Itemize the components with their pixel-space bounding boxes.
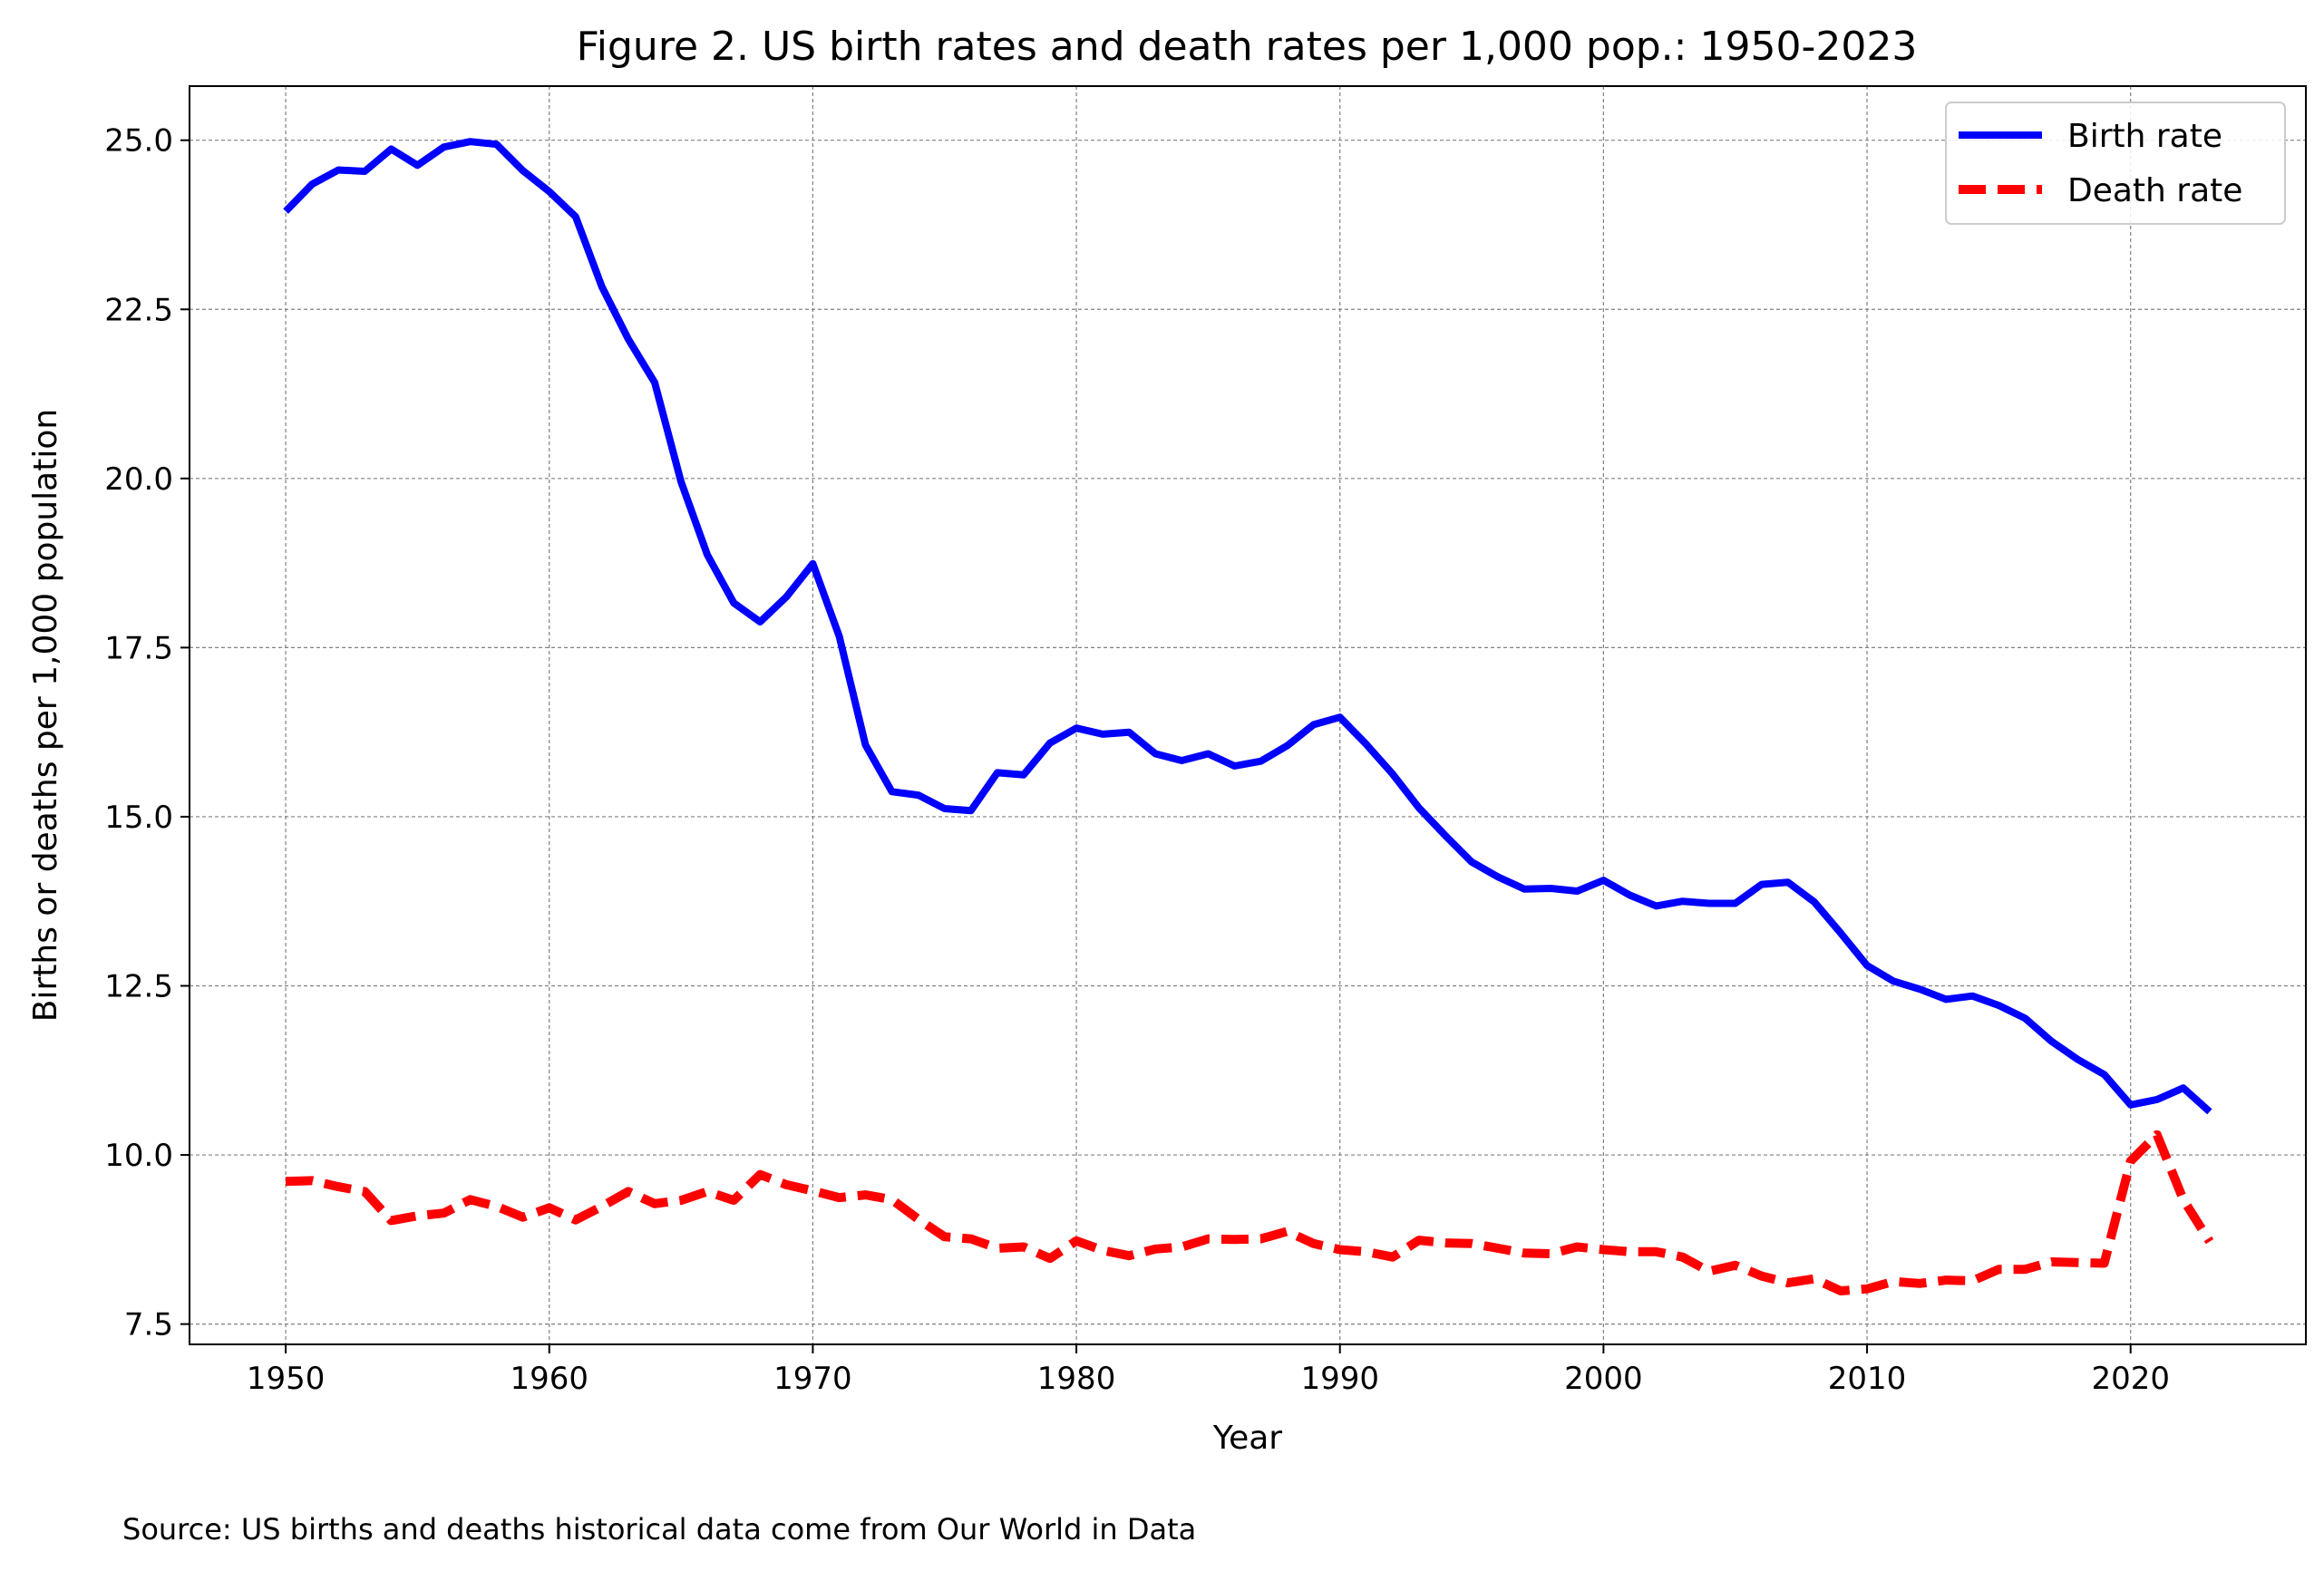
series-line-birth-rate xyxy=(283,138,2212,1115)
source-note: Source: US births and deaths historical … xyxy=(122,1512,1196,1547)
legend-label-death-rate: Death rate xyxy=(2067,172,2242,209)
x-tick-label: 2010 xyxy=(1828,1361,1907,1397)
x-tick-label: 1980 xyxy=(1037,1361,1116,1397)
legend: Birth rate Death rate xyxy=(1945,102,2286,225)
y-tick-label: 10.0 xyxy=(104,1138,173,1174)
x-tick-label: 2020 xyxy=(2091,1361,2170,1397)
y-tick-label: 17.5 xyxy=(104,630,173,666)
x-axis-label: Year xyxy=(1212,1420,1282,1457)
y-tick-label: 12.5 xyxy=(104,968,173,1004)
x-tick-label: 1950 xyxy=(247,1361,326,1397)
y-tick-label: 7.5 xyxy=(124,1307,173,1343)
series-line-death-rate xyxy=(285,1130,2214,1295)
x-tick-label: 1960 xyxy=(510,1361,588,1397)
y-tick-label: 22.5 xyxy=(104,292,173,328)
y-tick-label: 20.0 xyxy=(104,461,173,498)
series-layer xyxy=(283,138,2214,1295)
legend-label-birth-rate: Birth rate xyxy=(2067,118,2222,155)
x-tick-label: 1990 xyxy=(1300,1361,1379,1397)
x-tick-label: 1970 xyxy=(773,1361,852,1397)
plot-area-frame xyxy=(189,85,2307,1345)
y-tick-label: 25.0 xyxy=(104,123,173,160)
x-axis-ticks: 1950 1960 1970 1980 1990 2000 2010 2020 xyxy=(247,1344,2170,1397)
x-tick-label: 2000 xyxy=(1564,1361,1643,1397)
y-tick-label: 15.0 xyxy=(104,800,173,836)
y-axis-ticks: 7.5 10.0 12.5 15.0 17.5 20.0 22.5 25.0 xyxy=(104,123,190,1343)
chart-title: Figure 2. US birth rates and death rates… xyxy=(577,24,1918,70)
y-axis-label: Births or deaths per 1,000 population xyxy=(27,409,64,1022)
